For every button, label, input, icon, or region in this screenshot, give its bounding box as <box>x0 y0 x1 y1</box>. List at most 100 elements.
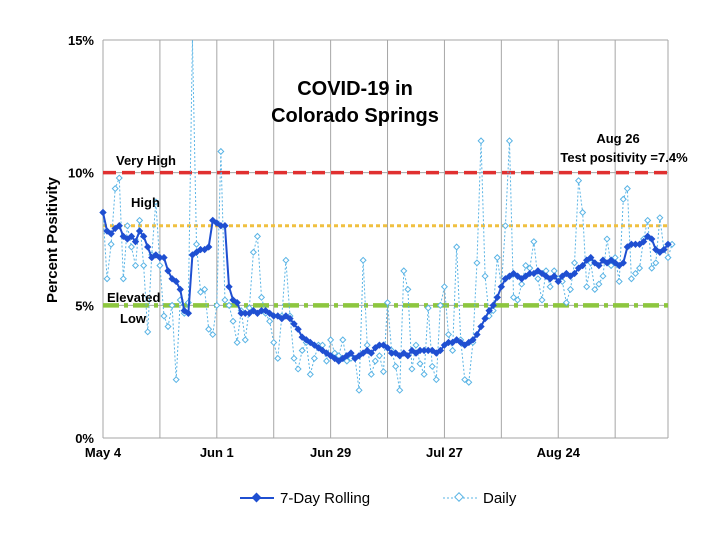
daily-point <box>241 336 249 344</box>
daily-point <box>392 362 400 370</box>
daily-point <box>558 277 566 285</box>
daily-point <box>103 275 111 283</box>
daily-point <box>530 238 538 246</box>
daily-point <box>257 293 266 301</box>
daily-point <box>249 248 257 256</box>
legend-rolling-marker <box>251 492 262 503</box>
rolling-point <box>144 243 152 251</box>
daily-point <box>310 354 318 362</box>
daily-point <box>306 370 314 378</box>
daily-point <box>274 354 282 362</box>
rolling-point <box>164 267 172 275</box>
daily-point <box>436 301 444 309</box>
rolling-point <box>619 259 627 267</box>
rolling-point <box>424 346 432 355</box>
daily-point <box>221 296 229 304</box>
daily-point <box>538 296 546 304</box>
daily-point <box>489 307 497 315</box>
rolling-point <box>160 253 168 262</box>
daily-point <box>266 317 274 325</box>
daily-point <box>501 222 509 230</box>
daily-point <box>579 208 587 217</box>
daily-point <box>107 240 115 248</box>
rolling-point <box>237 309 245 317</box>
rolling-series <box>99 208 672 365</box>
rolling-point <box>233 299 241 307</box>
rolling-point <box>139 232 148 241</box>
chart-title-line1: COVID-19 in <box>297 78 413 100</box>
daily-point <box>534 275 542 283</box>
rolling-point <box>375 341 384 349</box>
daily-point <box>603 235 611 243</box>
legend: 7-Day Rolling Daily <box>240 490 517 507</box>
daily-point <box>510 293 518 301</box>
y-tick-label: 0% <box>75 431 94 446</box>
rolling-point <box>115 222 123 230</box>
daily-point <box>546 283 554 291</box>
y-axis-title: Percent Positivity <box>44 176 61 303</box>
daily-point <box>347 354 355 362</box>
daily-point <box>298 346 306 354</box>
daily-point <box>591 285 599 293</box>
rolling-point <box>257 306 266 315</box>
y-tick-label: 10% <box>68 166 94 181</box>
rolling-point <box>404 352 412 360</box>
daily-point <box>233 338 241 347</box>
rolling-point <box>205 243 213 251</box>
daily-point <box>432 376 440 384</box>
y-tick-label: 15% <box>68 33 94 48</box>
rolling-point <box>627 240 636 248</box>
rolling-point <box>225 283 233 291</box>
daily-point <box>566 285 574 293</box>
daily-point <box>282 256 290 264</box>
rolling-point <box>493 293 501 302</box>
daily-point <box>587 259 595 267</box>
daily-point <box>404 285 412 293</box>
x-tick-label: May 4 <box>85 445 122 460</box>
daily-point <box>245 304 253 312</box>
daily-point <box>575 177 583 185</box>
daily-point <box>493 254 501 262</box>
rolling-point <box>578 261 587 270</box>
daily-point <box>416 360 424 368</box>
daily-point <box>111 185 119 193</box>
threshold-label-very-high: Very High <box>116 153 176 168</box>
threshold-label-high: High <box>131 195 160 210</box>
daily-point <box>209 330 217 339</box>
daily-point <box>379 368 388 376</box>
rolling-point <box>485 306 493 315</box>
rolling-point <box>420 346 428 355</box>
rolling-point <box>497 283 506 291</box>
daily-point <box>570 259 579 267</box>
rolling-point <box>184 309 193 317</box>
daily-point <box>636 264 644 272</box>
daily-point <box>631 269 640 278</box>
daily-point <box>290 354 298 362</box>
rolling-point <box>290 320 298 328</box>
legend-rolling-label: 7-Day Rolling <box>280 490 370 507</box>
daily-point <box>343 357 351 365</box>
daily-point <box>156 261 164 270</box>
x-tick-label: Jul 27 <box>426 445 463 460</box>
rolling-point <box>156 253 164 262</box>
rolling-point <box>481 314 489 323</box>
daily-point <box>201 285 209 293</box>
daily-point <box>136 216 144 224</box>
daily-point <box>453 243 461 251</box>
daily-point <box>420 370 428 378</box>
daily-point <box>562 299 570 307</box>
daily-point <box>518 280 526 288</box>
daily-point <box>644 216 652 224</box>
daily-point <box>648 264 656 272</box>
daily-point <box>160 312 168 320</box>
daily-point <box>619 195 627 203</box>
rolling-point <box>270 312 278 320</box>
rolling-point <box>241 309 249 317</box>
rolling-point <box>127 232 136 241</box>
daily-point <box>461 376 469 384</box>
rolling-point <box>664 240 672 248</box>
annotation-date: Aug 26 <box>596 131 639 146</box>
daily-point <box>371 357 379 365</box>
daily-point <box>127 243 135 251</box>
